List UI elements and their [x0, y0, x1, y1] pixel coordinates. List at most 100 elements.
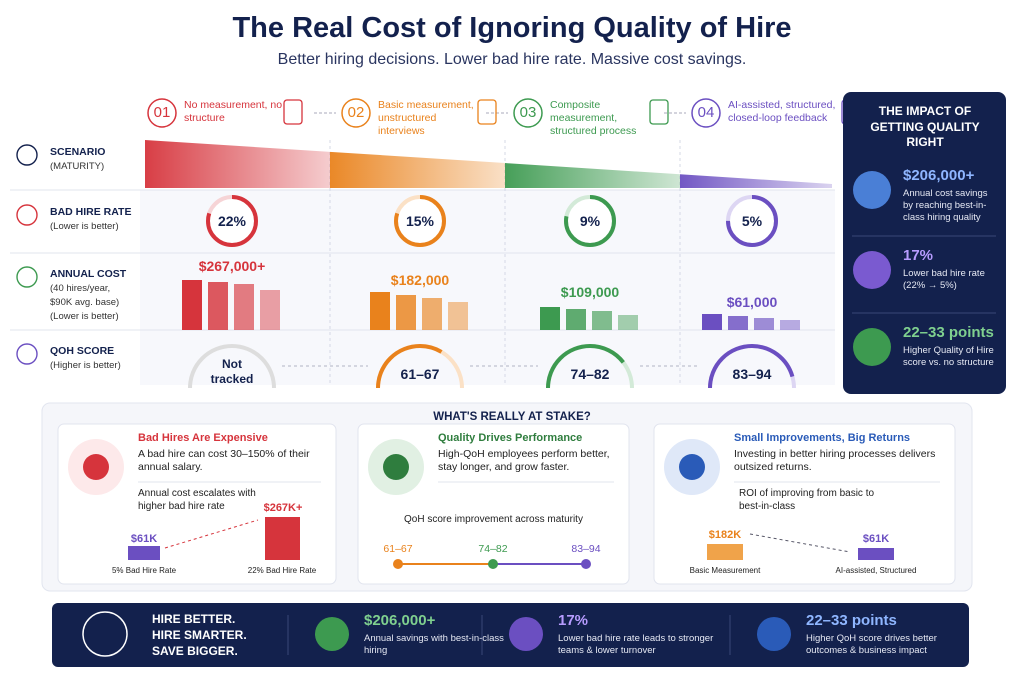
card-bar-value: $61K: [862, 533, 890, 545]
bad-hire-rate: 15%: [405, 213, 435, 229]
stage-label: Basic measurement, unstructured intervie…: [378, 99, 474, 138]
card-bar-decor: [858, 548, 894, 560]
cost-bar-decor: [618, 315, 638, 330]
card-subtitle: Annual cost escalates with higher bad hi…: [138, 488, 256, 512]
footer-value: $206,000+: [364, 612, 436, 629]
stage-number: 02: [347, 104, 365, 121]
qoh-arc: [376, 344, 464, 389]
impact-title: THE IMPACT OF GETTING QUALITY RIGHT: [870, 104, 980, 150]
footer-text: Annual savings with best-in-class hiring: [364, 633, 504, 656]
qoh-score: 61–67: [400, 366, 440, 382]
card-icon-inner: [679, 454, 705, 480]
stage-icon: [477, 99, 497, 125]
annual-cost: $109,000: [560, 284, 620, 300]
stake-title: WHAT'S REALLY AT STAKE?: [433, 411, 591, 423]
cost-bar-decor: [208, 282, 228, 330]
row-icon: [16, 343, 38, 365]
stage-badge: [691, 98, 721, 128]
impact-icon: [853, 171, 891, 209]
row-note: (Lower is better): [50, 311, 119, 322]
card-bar-label: Basic Measurement: [689, 566, 761, 575]
rate-arc: [394, 195, 446, 247]
title: The Real Cost of Ignoring Quality of Hir…: [232, 12, 792, 44]
stage-label: Composite measurement, structured proces…: [550, 99, 637, 138]
footer-text: Lower bad hire rate leads to stronger te…: [558, 633, 714, 656]
card-title: Small Improvements, Big Returns: [734, 432, 911, 444]
card-arrow: [749, 533, 851, 553]
card-icon-inner: [83, 454, 109, 480]
progress-label: 83–94: [571, 543, 601, 555]
cost-bar-decor: [566, 309, 586, 330]
progress-dot: [488, 559, 498, 569]
card-bar-decor: [128, 546, 160, 560]
cost-bar-decor: [540, 307, 560, 330]
card-text: Investing in better hiring processes del…: [734, 448, 936, 474]
stage-badge: [341, 98, 371, 128]
funnel-segment: [505, 163, 680, 188]
cost-bar-decor: [260, 290, 280, 330]
footer-slogan: HIRE SMARTER.: [152, 628, 247, 642]
impact-icon: [853, 251, 891, 289]
row-note: (Lower is better): [50, 221, 119, 232]
footer-text: Higher QoH score drives better outcomes …: [806, 633, 937, 656]
rate-arc: [726, 195, 778, 247]
card-bar-decor: [265, 517, 300, 560]
stake-card: [357, 423, 630, 585]
qoh-track: [188, 344, 276, 389]
stage-icon: [649, 99, 669, 125]
qoh-score: 74–82: [570, 366, 610, 382]
footer-value: 17%: [558, 612, 589, 629]
bad-hire-rate: 22%: [217, 213, 247, 229]
qoh-arc: [708, 344, 796, 389]
stage-number: 03: [519, 104, 537, 121]
card-bar-label: AI-assisted, Structured: [835, 566, 917, 575]
stage-badge: [513, 98, 543, 128]
rate-arc: [564, 195, 616, 247]
cost-bar-decor: [702, 314, 722, 330]
funnel-segment: [330, 151, 505, 188]
card-subtitle: QoH score improvement across maturity: [404, 514, 583, 525]
footer-icon: [315, 617, 349, 651]
card-arrow: [164, 519, 259, 549]
annual-cost: $267,000+: [198, 258, 266, 274]
progress-label: 74–82: [478, 543, 508, 555]
bad-hire-rate: 9%: [579, 213, 601, 229]
cost-bar-decor: [754, 318, 774, 330]
cost-bar-decor: [396, 295, 416, 330]
footer-icon: [757, 617, 791, 651]
impact-value: 17%: [903, 247, 934, 264]
progress-label: 61–67: [383, 543, 413, 555]
subtitle: Better hiring decisions. Lower bad hire …: [277, 51, 747, 68]
card-text: A bad hire can cost 30–150% of their ann…: [138, 448, 310, 474]
cost-bar-decor: [728, 316, 748, 330]
stage-number: 04: [697, 104, 715, 121]
cost-bar-decor: [448, 302, 468, 330]
impact-text: Annual cost savings by reaching best-in-…: [903, 188, 988, 223]
row-note: (40 hires/year,: [50, 283, 111, 294]
card-subtitle: ROI of improving from basic to best-in-c…: [739, 488, 875, 512]
stage-label: AI-assisted, structured, closed-loop fee…: [728, 99, 836, 125]
footer-trophy: [82, 611, 128, 657]
qoh-score: 83–94: [732, 366, 772, 382]
rate-arc: [206, 195, 258, 247]
progress-dot: [581, 559, 591, 569]
cost-bar-decor: [592, 311, 612, 330]
stage-label: No measurement, no structure: [184, 99, 283, 125]
impact-text: Lower bad hire rate (22% → 5%): [903, 268, 985, 291]
funnel-segment: [680, 174, 832, 188]
stage-number: 01: [153, 104, 171, 121]
card-icon-inner: [383, 454, 409, 480]
card-bar-value: $61K: [130, 533, 158, 545]
card-bar-label: 22% Bad Hire Rate: [247, 566, 317, 575]
impact-value: $206,000+: [903, 167, 975, 184]
row-label: SCENARIO: [50, 146, 106, 158]
row-label: QOH SCORE: [50, 345, 115, 357]
footer-slogan: SAVE BIGGER.: [152, 644, 238, 658]
impact-icon: [853, 328, 891, 366]
qoh-score: Not tracked: [210, 357, 254, 386]
row-label: ANNUAL COST: [50, 268, 127, 280]
cost-bar-decor: [422, 298, 442, 330]
row-note: (Higher is better): [50, 360, 121, 371]
